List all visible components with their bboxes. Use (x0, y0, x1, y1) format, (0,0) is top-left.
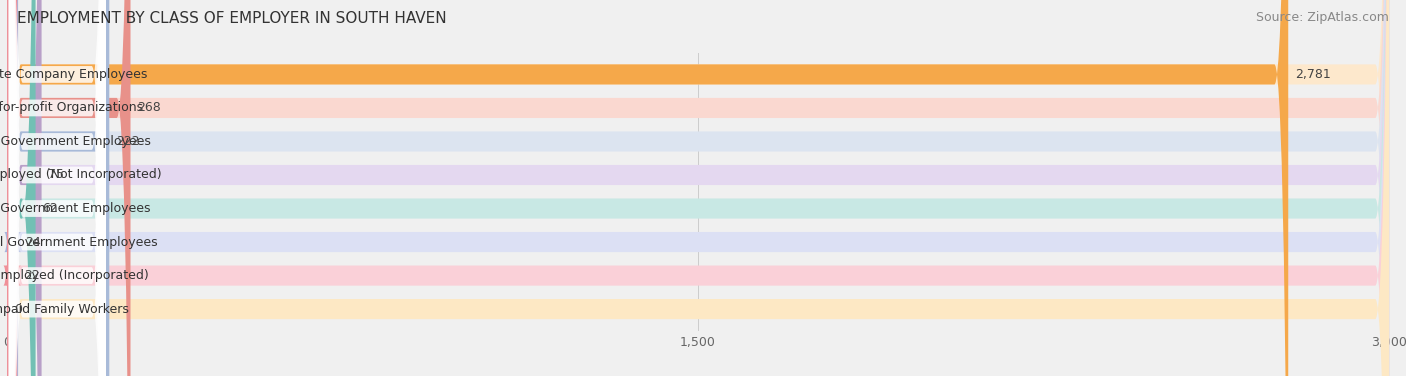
FancyBboxPatch shape (8, 0, 105, 376)
Text: Unpaid Family Workers: Unpaid Family Workers (0, 303, 129, 315)
Text: 22: 22 (24, 269, 39, 282)
Text: Not-for-profit Organizations: Not-for-profit Organizations (0, 102, 143, 114)
Text: 268: 268 (138, 102, 162, 114)
FancyBboxPatch shape (7, 0, 1389, 376)
Text: 75: 75 (48, 168, 65, 182)
Text: Self-Employed (Not Incorporated): Self-Employed (Not Incorporated) (0, 168, 162, 182)
FancyBboxPatch shape (7, 0, 131, 376)
FancyBboxPatch shape (7, 0, 1389, 376)
FancyBboxPatch shape (7, 0, 42, 376)
Text: EMPLOYMENT BY CLASS OF EMPLOYER IN SOUTH HAVEN: EMPLOYMENT BY CLASS OF EMPLOYER IN SOUTH… (17, 11, 447, 26)
Text: Local Government Employees: Local Government Employees (0, 135, 150, 148)
FancyBboxPatch shape (7, 0, 1288, 376)
FancyBboxPatch shape (8, 0, 105, 376)
Text: State Government Employees: State Government Employees (0, 202, 150, 215)
Text: Source: ZipAtlas.com: Source: ZipAtlas.com (1256, 11, 1389, 24)
FancyBboxPatch shape (7, 0, 1389, 376)
FancyBboxPatch shape (7, 0, 1389, 376)
Text: Private Company Employees: Private Company Employees (0, 68, 148, 81)
FancyBboxPatch shape (4, 0, 21, 376)
Text: 62: 62 (42, 202, 58, 215)
FancyBboxPatch shape (3, 0, 21, 376)
FancyBboxPatch shape (7, 0, 1389, 376)
Text: 2,781: 2,781 (1295, 68, 1331, 81)
FancyBboxPatch shape (8, 0, 105, 376)
Text: Self-Employed (Incorporated): Self-Employed (Incorporated) (0, 269, 149, 282)
Text: 222: 222 (117, 135, 139, 148)
FancyBboxPatch shape (8, 0, 105, 376)
Text: Federal Government Employees: Federal Government Employees (0, 235, 157, 249)
FancyBboxPatch shape (8, 0, 105, 376)
FancyBboxPatch shape (8, 0, 105, 376)
FancyBboxPatch shape (8, 0, 105, 376)
FancyBboxPatch shape (7, 0, 110, 376)
FancyBboxPatch shape (7, 0, 35, 376)
FancyBboxPatch shape (7, 0, 1389, 376)
Text: 24: 24 (25, 235, 41, 249)
FancyBboxPatch shape (7, 0, 1389, 376)
Text: 0: 0 (14, 303, 22, 315)
FancyBboxPatch shape (8, 0, 105, 376)
FancyBboxPatch shape (7, 0, 1389, 376)
